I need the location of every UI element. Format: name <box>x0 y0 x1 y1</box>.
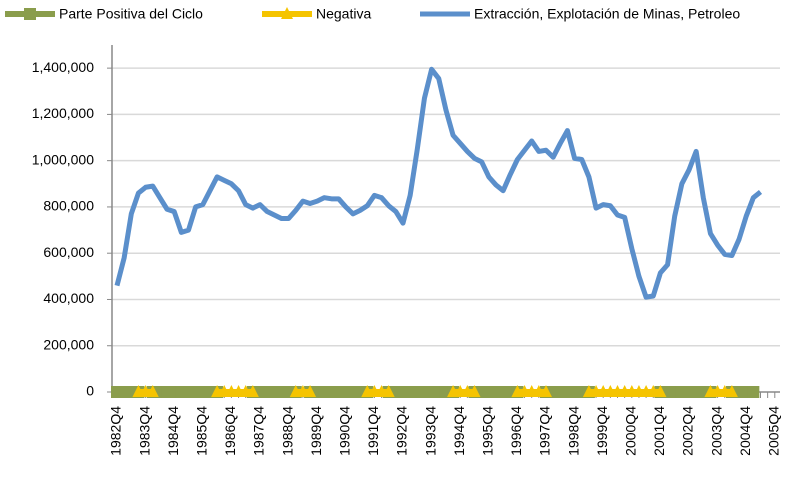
legend-marker <box>281 7 293 19</box>
y-tick-label: 400,000 <box>43 290 94 306</box>
marker-triangle <box>146 385 159 397</box>
x-tick-label: 1986Q4 <box>222 406 238 456</box>
x-tick-label: 1990Q4 <box>337 406 353 456</box>
x-tick-label: 1983Q4 <box>136 406 152 456</box>
x-tick-label: 1994Q4 <box>451 406 467 456</box>
x-tick-label: 1982Q4 <box>108 406 124 456</box>
series-line <box>114 66 763 300</box>
y-tick-label: 600,000 <box>43 244 94 260</box>
x-tick-label: 1985Q4 <box>194 406 210 456</box>
y-tick-label: 1,400,000 <box>32 59 94 75</box>
x-tick-label: 2002Q4 <box>680 406 696 456</box>
x-tick-label: 1991Q4 <box>365 406 381 456</box>
marker-triangle <box>246 385 259 397</box>
marker-triangle <box>725 385 738 397</box>
legend-item: Negativa <box>262 6 371 22</box>
x-tick-label: 2003Q4 <box>708 406 724 456</box>
x-tick-label: 1987Q4 <box>251 406 267 456</box>
marker-triangle <box>304 385 317 397</box>
x-tick-label: 1989Q4 <box>308 406 324 456</box>
x-tick-label: 1998Q4 <box>565 406 581 456</box>
marker-square <box>747 386 760 398</box>
x-tick-label: 1999Q4 <box>594 406 610 456</box>
marker-square <box>118 386 131 398</box>
x-tick-label: 2001Q4 <box>651 406 667 456</box>
legend-label: Extracción, Explotación de Minas, Petrol… <box>474 6 740 22</box>
x-tick-label: 2005Q4 <box>766 406 782 456</box>
marker-triangle <box>468 385 481 397</box>
y-tick-label: 1,200,000 <box>32 105 94 121</box>
x-tick-label: 2004Q4 <box>737 406 753 456</box>
legend-label: Negativa <box>316 6 371 22</box>
x-tick-label: 1997Q4 <box>537 406 553 456</box>
x-tick-label: 1992Q4 <box>394 406 410 456</box>
legend-label: Parte Positiva del Ciclo <box>59 6 203 22</box>
y-tick-label: 800,000 <box>43 198 94 214</box>
legend-item: Parte Positiva del Ciclo <box>5 6 203 22</box>
y-tick-label: 1,000,000 <box>32 151 94 167</box>
x-tick-label: 1984Q4 <box>165 406 181 456</box>
y-tick-label: 0 <box>86 383 94 399</box>
marker-triangle <box>382 385 395 397</box>
x-tick-label: 1988Q4 <box>279 406 295 456</box>
legend-item: Extracción, Explotación de Minas, Petrol… <box>420 6 740 22</box>
marker-triangle <box>540 385 552 397</box>
marker-triangle <box>654 385 667 397</box>
x-tick-label: 1996Q4 <box>508 406 524 456</box>
x-tick-label: 1995Q4 <box>480 406 496 456</box>
x-tick-label: 1993Q4 <box>422 406 438 456</box>
x-tick-label: 2000Q4 <box>623 406 639 456</box>
y-tick-label: 200,000 <box>43 336 94 352</box>
legend-marker <box>24 8 36 20</box>
